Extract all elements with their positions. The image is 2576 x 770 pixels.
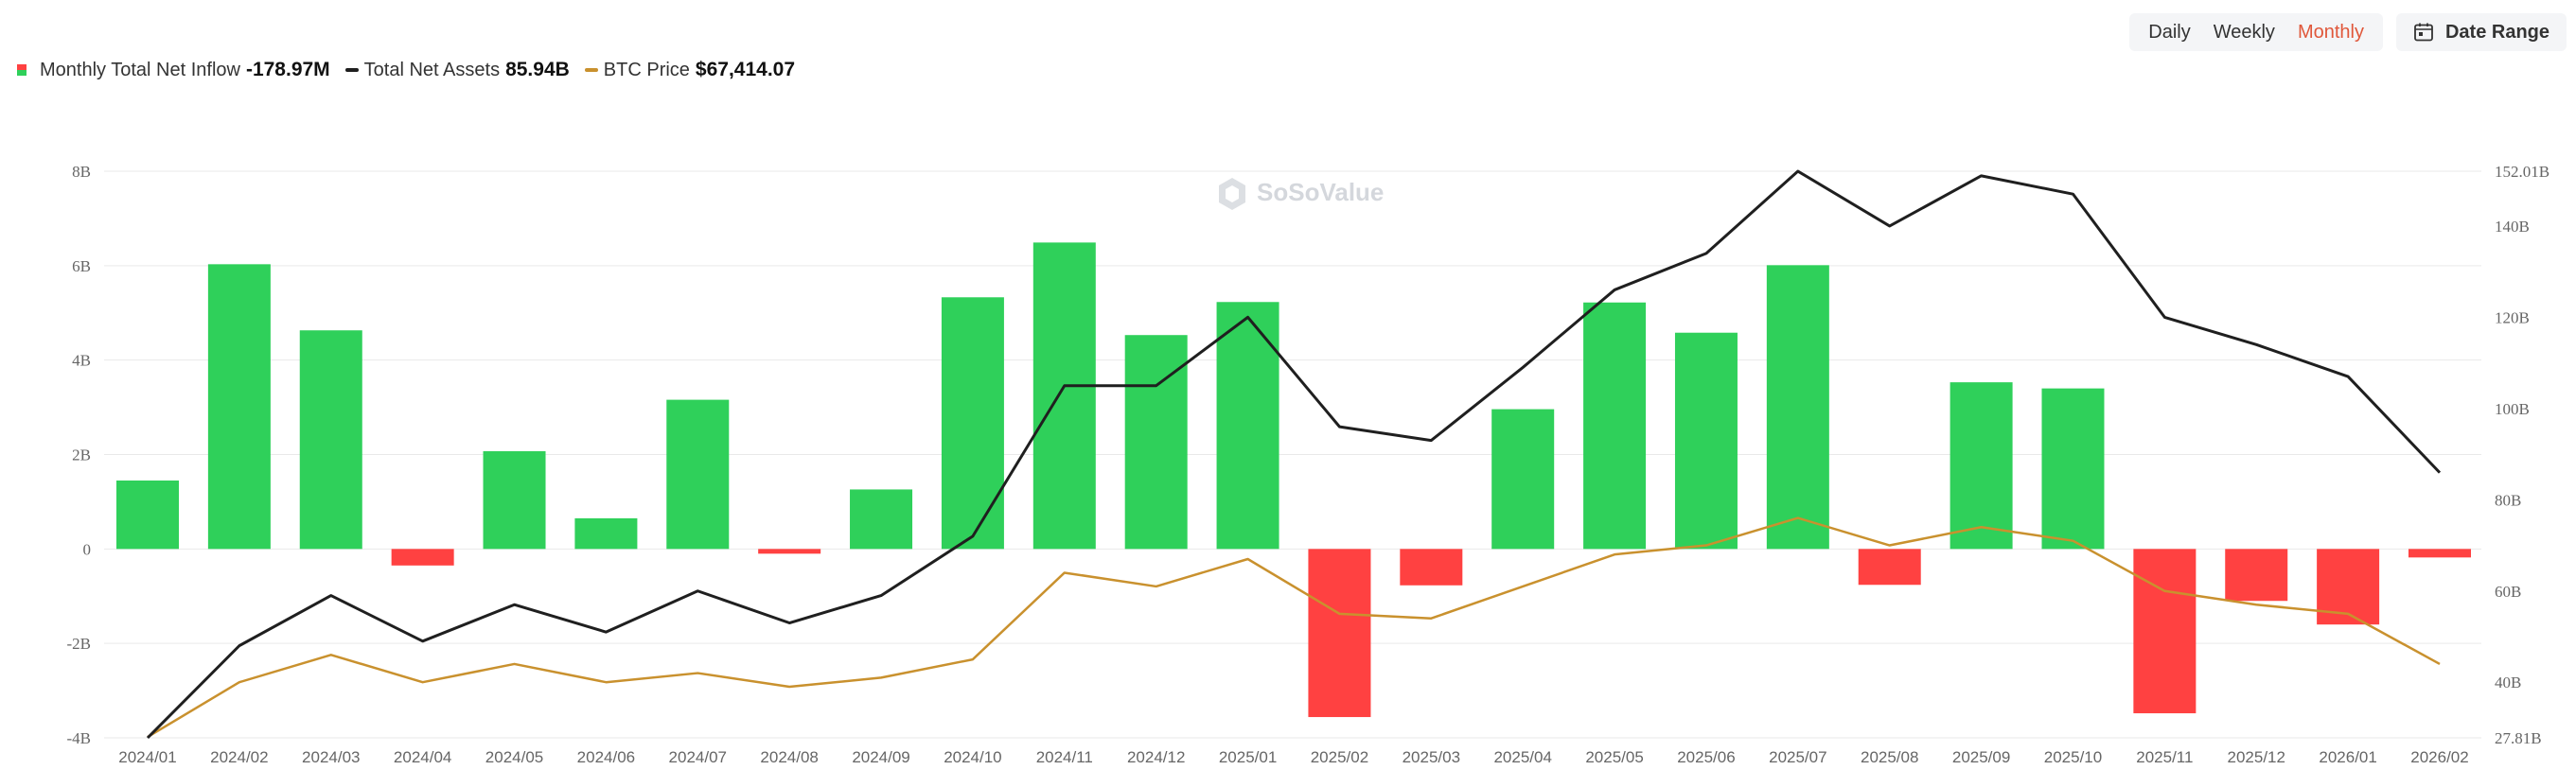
x-tick-label: 2025/06 (1677, 748, 1735, 766)
x-tick-label: 2024/05 (485, 748, 543, 766)
x-tick-label: 2024/10 (944, 748, 1001, 766)
legend-item-inflow[interactable]: Monthly Total Net Inflow -178.97M (17, 59, 330, 81)
grid (104, 170, 2481, 739)
inflow-bar[interactable] (1950, 382, 2013, 550)
total-net-assets-line[interactable] (146, 169, 2442, 740)
x-tick-label: 2025/11 (2136, 748, 2193, 766)
right-tick-label: 152.01B (2495, 163, 2550, 181)
inflow-bar[interactable] (758, 549, 821, 554)
inflow-bar[interactable] (2133, 549, 2197, 714)
legend-label-assets: Total Net Assets (363, 59, 501, 80)
x-tick-label: 2024/04 (394, 748, 451, 766)
inflow-bars (116, 242, 2471, 718)
inflow-bar[interactable] (1674, 332, 1738, 550)
right-tick-label: 40B (2495, 674, 2521, 691)
left-tick-label: -4B (67, 729, 92, 747)
left-tick-label: 4B (72, 352, 91, 370)
x-tick-label: 2026/02 (2410, 748, 2468, 766)
inflow-bar[interactable] (1583, 302, 1647, 550)
tab-weekly[interactable]: Weekly (2202, 13, 2286, 51)
left-tick-label: 6B (72, 257, 91, 275)
x-tick-label: 2025/02 (1311, 748, 1368, 766)
right-tick-label: 120B (2495, 308, 2530, 326)
x-tick-label: 2025/08 (1861, 748, 1918, 766)
top-controls: Daily Weekly Monthly Date Range (2129, 13, 2567, 51)
inflow-bar[interactable] (2408, 549, 2471, 558)
inflow-bar[interactable] (1308, 549, 1371, 718)
watermark: SoSoValue (1219, 178, 1384, 210)
inflow-bar[interactable] (850, 489, 913, 550)
x-tick-label: 2025/03 (1403, 748, 1460, 766)
x-tick-label: 2025/07 (1769, 748, 1826, 766)
right-tick-label: 100B (2495, 400, 2530, 418)
x-tick-label: 2024/02 (210, 748, 268, 766)
inflow-bar[interactable] (666, 399, 730, 550)
left-tick-label: -2B (67, 635, 92, 653)
right-tick-label: 27.81B (2495, 729, 2542, 747)
line-series (146, 169, 2442, 740)
right-tick-label: 140B (2495, 218, 2530, 236)
inflow-bar[interactable] (1400, 549, 1463, 586)
x-tick-label: 2024/12 (1127, 748, 1185, 766)
left-axis: -4B -2B 0 2B 4B 6B 8B (67, 163, 92, 747)
tab-daily[interactable]: Daily (2137, 13, 2201, 51)
inflow-bar[interactable] (1124, 335, 1188, 550)
left-tick-label: 0 (83, 540, 92, 558)
btc-price-line[interactable] (147, 516, 2441, 739)
x-tick-label: 2025/01 (1219, 748, 1277, 766)
inflow-bar[interactable] (1766, 265, 1829, 550)
interval-tabs: Daily Weekly Monthly (2129, 13, 2383, 51)
inflow-bar[interactable] (483, 451, 546, 550)
right-tick-label: 80B (2495, 491, 2521, 509)
legend-value-assets: 85.94B (505, 59, 570, 80)
inflow-bar[interactable] (207, 264, 271, 550)
inflow-bar[interactable] (1858, 549, 1921, 586)
x-tick-label: 2024/11 (1036, 748, 1093, 766)
x-tick-label: 2024/03 (302, 748, 360, 766)
x-tick-label: 2024/09 (852, 748, 909, 766)
inflow-bar[interactable] (299, 330, 362, 550)
legend-item-assets[interactable]: Total Net Assets 85.94B (344, 59, 570, 81)
tab-monthly[interactable]: Monthly (2286, 13, 2375, 51)
sosovalue-logo-icon (1219, 178, 1245, 210)
x-axis: 2024/01 2024/02 2024/03 2024/04 2024/05 2024/… (118, 748, 2468, 766)
left-tick-label: 2B (72, 446, 91, 464)
x-tick-label: 2024/01 (118, 748, 176, 766)
legend-value-inflow: -178.97M (245, 59, 330, 80)
inflow-bar[interactable] (1216, 302, 1279, 550)
legend-swatch-btc (584, 68, 598, 72)
calendar-icon (2414, 23, 2433, 42)
legend-label-btc: BTC Price (603, 59, 690, 80)
x-tick-label: 2026/01 (2319, 748, 2376, 766)
x-tick-label: 2024/07 (669, 748, 727, 766)
x-tick-label: 2025/12 (2228, 748, 2285, 766)
legend-swatch-assets (344, 68, 359, 72)
x-tick-label: 2025/09 (1952, 748, 2010, 766)
inflow-bar[interactable] (1032, 242, 1096, 550)
x-tick-label: 2025/10 (2044, 748, 2102, 766)
inflow-bar[interactable] (391, 549, 454, 566)
legend: Monthly Total Net Inflow -178.97M Total … (17, 59, 810, 81)
inflow-bar[interactable] (2225, 549, 2288, 602)
date-range-button[interactable]: Date Range (2395, 13, 2567, 51)
watermark-text: SoSoValue (1257, 178, 1384, 206)
legend-label-inflow: Monthly Total Net Inflow (40, 59, 240, 80)
x-tick-label: 2025/05 (1585, 748, 1643, 766)
inflow-bar[interactable] (1491, 409, 1555, 550)
right-tick-label: 60B (2495, 583, 2521, 601)
inflow-bar[interactable] (2041, 388, 2105, 550)
inflow-bar[interactable] (116, 480, 179, 550)
left-tick-label: 8B (72, 163, 91, 181)
x-tick-label: 2024/08 (760, 748, 818, 766)
right-axis: 27.81B 40B 60B 80B 100B 120B 140B 152.01B (2495, 163, 2550, 747)
inflow-bar[interactable] (574, 517, 638, 550)
x-tick-label: 2025/04 (1493, 748, 1551, 766)
legend-swatch-inflow (17, 64, 26, 76)
legend-value-btc: $67,414.07 (695, 59, 796, 80)
inflow-bar[interactable] (941, 297, 1004, 550)
date-range-label: Date Range (2444, 21, 2550, 43)
legend-item-btc[interactable]: BTC Price $67,414.07 (584, 59, 796, 81)
x-tick-label: 2024/06 (577, 748, 635, 766)
